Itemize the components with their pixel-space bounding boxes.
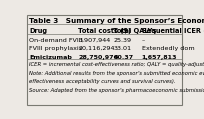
Text: 1,657,813: 1,657,813 <box>142 55 177 60</box>
Text: effectiveness acceptability curves and survival curves).: effectiveness acceptability curves and s… <box>29 79 176 84</box>
Text: Source: Adapted from the sponsor’s pharmacoeconomic submission.ᴾ: Source: Adapted from the sponsor’s pharm… <box>29 88 204 93</box>
Text: 33.01: 33.01 <box>113 46 131 51</box>
Text: 28,750,976: 28,750,976 <box>79 55 118 60</box>
Text: Emicizumab: Emicizumab <box>29 55 72 60</box>
Text: 20,116,294: 20,116,294 <box>79 46 115 51</box>
Text: On-demand FVIII: On-demand FVIII <box>29 38 83 43</box>
Text: 3,907,944: 3,907,944 <box>79 38 111 43</box>
Text: Table 3   Summary of the Sponsor’s Economic Evaluation R: Table 3 Summary of the Sponsor’s Economi… <box>29 18 204 24</box>
FancyBboxPatch shape <box>27 15 182 105</box>
Text: 25.39: 25.39 <box>113 38 131 43</box>
Text: Drug: Drug <box>29 28 48 35</box>
Text: Total costs ($): Total costs ($) <box>79 28 132 35</box>
Text: ICER = incremental cost-effectiveness ratio; QALY = quality-adjusted life-year.: ICER = incremental cost-effectiveness ra… <box>29 62 204 67</box>
Text: Extendedly dom: Extendedly dom <box>142 46 194 51</box>
Text: –: – <box>142 38 145 43</box>
Text: Sequential ICER (: Sequential ICER ( <box>142 28 204 35</box>
Text: Note: Additional results from the sponsor’s submitted economic evaluation base c: Note: Additional results from the sponso… <box>29 71 204 76</box>
Text: Total QALYs: Total QALYs <box>113 28 157 35</box>
Text: FVIII prophylaxis: FVIII prophylaxis <box>29 46 83 51</box>
Text: 40.37: 40.37 <box>113 55 133 60</box>
